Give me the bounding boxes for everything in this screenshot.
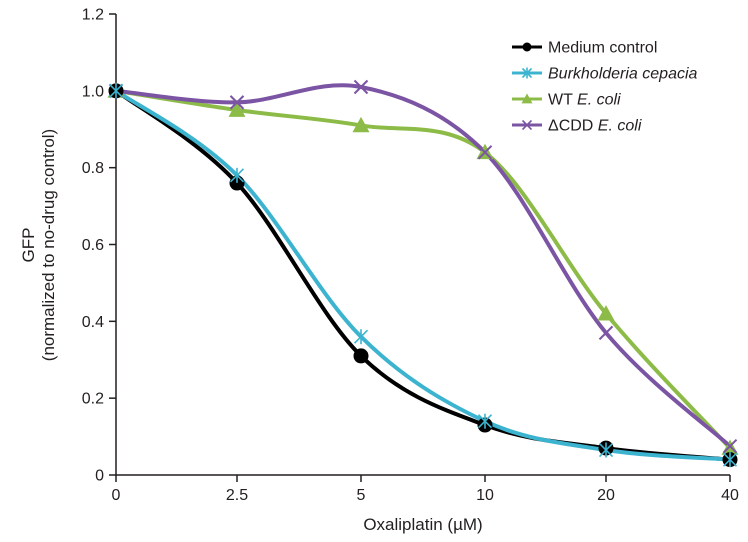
series-markers-dcdd-e-coli — [108, 79, 738, 454]
data-point-dcdd-e-coli — [229, 95, 245, 110]
legend-marker — [522, 42, 532, 52]
data-point-burkholderia-cepacia — [108, 83, 124, 99]
y-tick-label: 0.8 — [82, 160, 104, 177]
legend-item-dcdd-e-coli: ΔCDD E. coli — [512, 118, 642, 135]
legend: Medium control Burkholderia cepacia WT E. … — [512, 40, 698, 135]
y-tick-label: 0.2 — [82, 391, 104, 408]
legend-label-part: E. coli — [577, 92, 621, 109]
data-point-dcdd-e-coli — [722, 438, 738, 454]
data-point-burkholderia-cepacia — [353, 329, 369, 345]
y-axis-title-line1: GFP — [19, 228, 38, 263]
axes — [115, 14, 730, 476]
y-tick-label: 1.0 — [82, 83, 104, 100]
data-point-wt-e-coli — [352, 116, 370, 133]
data-point-wt-e-coli — [228, 101, 246, 117]
y-axis-title-line2: (normalized to no-drug control) — [39, 129, 58, 361]
data-point-dcdd-e-coli — [353, 79, 369, 95]
legend-label-part: ΔCDD — [548, 118, 598, 135]
legend-item-burkholderia-cepacia: Burkholderia cepacia — [512, 66, 698, 83]
y-axis-title: GFP (normalized to no-drug control) — [19, 129, 58, 361]
x-tick-label: 2.5 — [226, 487, 248, 504]
x-tick-label: 10 — [476, 487, 494, 504]
series-markers-burkholderia-cepacia — [108, 83, 738, 468]
legend-marker — [521, 67, 533, 79]
legend-label-medium-control: Medium control — [548, 40, 657, 57]
legend-label-part: E. coli — [598, 118, 642, 135]
legend-item-wt-e-coli: WT E. coli — [512, 92, 621, 109]
legend-label-part: Burkholderia cepacia — [548, 66, 698, 83]
legend-marker — [521, 119, 533, 131]
series-wt-e-coli — [114, 88, 732, 451]
legend-label-wt-e-coli: WT E. coli — [548, 92, 621, 109]
y-tick-label: 0.4 — [82, 314, 104, 331]
series-medium-control — [114, 88, 732, 462]
y-tick-label: 0 — [95, 468, 104, 485]
legend-label-part: Medium control — [548, 40, 657, 57]
data-point-dcdd-e-coli — [598, 325, 614, 341]
data-point-burkholderia-cepacia — [598, 442, 614, 458]
series-burkholderia-cepacia — [114, 88, 732, 462]
legend-label-dcdd-e-coli: ΔCDD E. coli — [548, 118, 642, 135]
legend-marker — [521, 93, 533, 104]
x-tick-label: 0 — [112, 487, 121, 504]
series-line-burkholderia-cepacia — [114, 88, 732, 462]
x-ticks: 0 2.5 5 10 20 40 — [112, 475, 739, 504]
series-markers-medium-control — [108, 83, 738, 468]
series-group — [107, 79, 739, 468]
x-axis-title: Oxaliplatin (µM) — [363, 515, 482, 534]
y-ticks: 0 0.2 0.4 0.6 0.8 1.0 1.2 — [82, 7, 116, 485]
series-dcdd-e-coli — [114, 83, 732, 449]
data-point-wt-e-coli — [597, 305, 615, 321]
data-point-burkholderia-cepacia — [229, 167, 245, 183]
y-tick-label: 0.6 — [82, 237, 104, 254]
data-point-medium-control — [353, 348, 369, 364]
data-point-dcdd-e-coli — [477, 145, 493, 160]
series-line-medium-control — [114, 88, 732, 462]
legend-label-part: WT — [548, 92, 577, 109]
legend-item-medium-control: Medium control — [512, 40, 657, 57]
series-line-dcdd-e-coli — [114, 83, 732, 449]
x-tick-label: 20 — [597, 487, 615, 504]
data-point-burkholderia-cepacia — [477, 413, 493, 429]
x-tick-label: 5 — [357, 487, 366, 504]
y-tick-label: 1.2 — [82, 7, 104, 24]
x-tick-label: 40 — [721, 487, 739, 504]
series-line-wt-e-coli — [114, 88, 732, 451]
data-point-burkholderia-cepacia — [722, 452, 738, 468]
legend-label-burkholderia-cepacia: Burkholderia cepacia — [548, 66, 698, 83]
